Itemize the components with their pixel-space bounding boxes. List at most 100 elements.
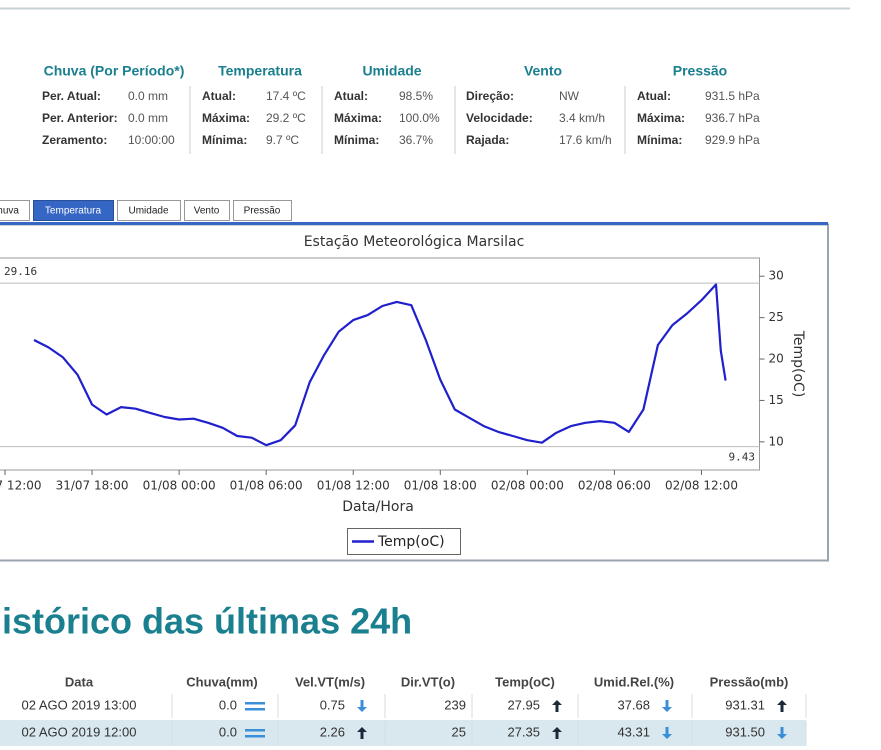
trend-up — [777, 700, 787, 712]
marker-label: 9.43 — [729, 451, 756, 464]
stat-label: Mínima: — [334, 133, 379, 147]
x-tick-label: 02/08 06:00 — [578, 479, 651, 493]
chart-border-accent — [0, 222, 828, 225]
stat-label: Velocidade: — [466, 111, 533, 125]
tab-label[interactable]: Chuva — [0, 206, 19, 217]
column-header: Data — [65, 674, 94, 689]
stat-value: 100.0% — [399, 111, 440, 125]
stat-label: Zeramento: — [42, 133, 107, 147]
stat-label: Rajada: — [466, 133, 509, 147]
stat-title: Pressão — [673, 63, 727, 79]
tab[interactable] — [233, 200, 292, 221]
stat-value: 17.4 ºC — [266, 89, 306, 103]
column-header: Temp(oC) — [495, 674, 555, 689]
x-tick-label: 01/08 06:00 — [230, 479, 303, 493]
tab-label[interactable]: Umidade — [128, 206, 168, 217]
column-header: Vel.VT(m/s) — [295, 674, 365, 689]
stat-title: Chuva (Por Período*) — [44, 63, 185, 79]
stat-label: Máxima: — [637, 111, 685, 125]
stat-label: Mínima: — [637, 133, 682, 147]
stat-title: Vento — [524, 63, 562, 79]
stat-value: 17.6 km/h — [559, 133, 612, 147]
tab[interactable] — [33, 200, 114, 221]
stat-label: Atual: — [334, 89, 368, 103]
tab-label[interactable]: Pressão — [244, 206, 281, 217]
cell: 0.0 — [219, 724, 237, 739]
stat-label: Atual: — [637, 89, 671, 103]
stat-value: NW — [559, 89, 580, 103]
x-tick-label: 31/07 12:00 — [0, 479, 42, 493]
stat-label: Per. Atual: — [42, 89, 101, 103]
plot-area — [0, 257, 760, 471]
cell: 02 AGO 2019 12:00 — [22, 724, 137, 739]
stat-value: 36.7% — [399, 133, 433, 147]
cell: 0.75 — [320, 697, 345, 712]
x-tick-label: 01/08 12:00 — [317, 479, 390, 493]
x-tick-label: 31/07 18:00 — [56, 479, 129, 493]
trend-up — [357, 727, 367, 739]
column-header: Umid.Rel.(%) — [594, 674, 674, 689]
trend-down — [662, 700, 672, 712]
stat-label: Direção: — [466, 89, 514, 103]
x-tick-label: 01/08 00:00 — [143, 479, 216, 493]
stat-label: Máxima: — [202, 111, 250, 125]
y-tick-label: 30 — [769, 269, 784, 283]
tab-label[interactable]: Vento — [194, 206, 220, 217]
stat-label: Máxima: — [334, 111, 382, 125]
cell: 0.0 — [219, 697, 237, 712]
trend-equal — [245, 729, 265, 732]
y-tick-label: 20 — [769, 352, 784, 366]
cell: 27.95 — [507, 697, 540, 712]
cell: 931.31 — [725, 697, 765, 712]
stat-value: 0.0 mm — [128, 89, 168, 103]
cell: 43.31 — [617, 724, 650, 739]
stat-value: 931.5 hPa — [705, 89, 760, 103]
stat-value: 929.9 hPa — [705, 133, 760, 147]
y-tick-label: 10 — [769, 434, 784, 448]
stat-label: Per. Anterior: — [42, 111, 118, 125]
cell: 02 AGO 2019 13:00 — [22, 697, 137, 712]
stat-title: Umidade — [362, 63, 421, 79]
stat-value: 0.0 mm — [128, 111, 168, 125]
tab[interactable] — [0, 200, 30, 221]
stat-value: 29.2 ºC — [266, 111, 306, 125]
stat-value: 3.4 km/h — [559, 111, 605, 125]
column-header: Chuva(mm) — [186, 674, 258, 689]
x-axis-label: Data/Hora — [342, 499, 414, 515]
y-tick-label: 25 — [769, 310, 784, 324]
tab[interactable] — [184, 200, 230, 221]
trend-down — [777, 727, 787, 739]
cell: 2.26 — [320, 724, 345, 739]
column-header: Dir.VT(o) — [401, 674, 455, 689]
cell: 37.68 — [617, 697, 650, 712]
cell: 931.50 — [725, 724, 765, 739]
cell: 27.35 — [507, 724, 540, 739]
column-header: Pressão(mb) — [710, 674, 789, 689]
stat-value: 98.5% — [399, 89, 433, 103]
cell: 25 — [452, 724, 466, 739]
trend-equal — [245, 702, 265, 705]
chart-title: Estação Meteorológica Marsilac — [304, 234, 525, 250]
stat-value: 9.7 ºC — [266, 133, 299, 147]
x-tick-label: 02/08 00:00 — [491, 479, 564, 493]
trend-equal — [245, 708, 265, 711]
stat-label: Atual: — [202, 89, 236, 103]
row-highlight — [0, 720, 806, 746]
trend-up — [552, 727, 562, 739]
trend-equal — [245, 735, 265, 738]
x-tick-label: 02/08 12:00 — [665, 479, 738, 493]
stat-label: Mínima: — [202, 133, 247, 147]
trend-down — [357, 700, 367, 712]
stat-value: 10:00:00 — [128, 133, 175, 147]
cell: 239 — [444, 697, 466, 712]
stat-value: 936.7 hPa — [705, 111, 760, 125]
trend-down — [662, 727, 672, 739]
legend-label: Temp(oC) — [377, 534, 445, 550]
stat-title: Temperatura — [218, 63, 302, 79]
marker-label: 29.16 — [4, 265, 37, 278]
y-tick-label: 15 — [769, 393, 784, 407]
y-axis-label: Temp(oC) — [790, 330, 806, 398]
tab-label[interactable]: Temperatura — [45, 206, 102, 217]
tab[interactable] — [117, 200, 181, 221]
